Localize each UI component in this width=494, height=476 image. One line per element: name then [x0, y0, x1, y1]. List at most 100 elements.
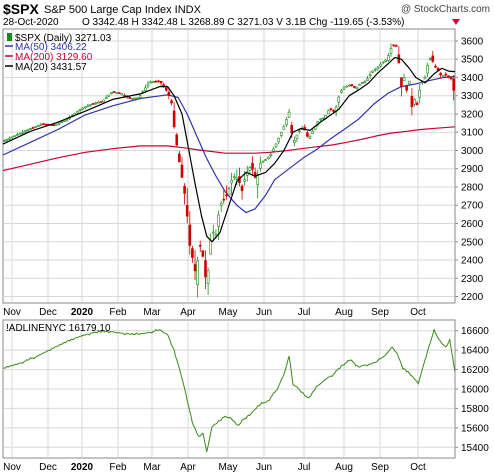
candle-body — [89, 104, 92, 106]
candle-body — [138, 95, 142, 98]
candle-body — [34, 126, 37, 128]
candle-body — [84, 106, 87, 109]
watermark: @ StockCharts.com — [401, 4, 490, 15]
price-y-tick-label: 2800 — [461, 182, 484, 193]
candle-body — [329, 108, 333, 110]
candle-body — [112, 91, 116, 93]
breadth-x-tick-label: Jul — [298, 462, 311, 473]
price-x-tick-label: Sep — [371, 307, 389, 318]
price-x-tick-label: Nov — [3, 307, 21, 318]
price-x-tick-label: May — [219, 307, 238, 318]
candle-body — [240, 185, 244, 191]
candle-body — [248, 167, 252, 171]
candle-body — [337, 96, 341, 103]
candle-body — [154, 80, 158, 83]
candle-body — [31, 127, 35, 129]
candle-body — [172, 110, 176, 128]
quote-date: 28-Oct-2020 — [3, 17, 59, 28]
candle-body — [423, 77, 427, 80]
price-x-tick-label: Jun — [256, 307, 272, 318]
candle-body — [449, 77, 453, 80]
candle-body — [13, 135, 17, 137]
candle-body — [256, 175, 260, 186]
candle-body — [227, 188, 231, 196]
breadth-x-tick-label: Feb — [109, 462, 127, 473]
breadth-x-tick-label: Dec — [39, 462, 57, 473]
candle-body — [272, 148, 275, 152]
candle-body — [360, 82, 364, 84]
breadth-y-tick-label: 15400 — [461, 443, 489, 454]
breadth-y-tick-label: 15800 — [461, 404, 489, 415]
quote-values: O 3342.48 H 3342.48 L 3268.89 C 3271.03 … — [82, 17, 404, 28]
candle-body — [133, 97, 137, 100]
breadth-x-tick-label: Sep — [371, 462, 389, 473]
candle-body — [196, 260, 199, 286]
candle-body — [52, 124, 56, 127]
candle-body — [332, 110, 335, 112]
candle-body — [21, 131, 24, 134]
breadth-y-ticks: 15400 15600 15800 16000 16200 16400 16600 — [455, 326, 489, 454]
legend-spx: $SPX (Daily) 3271.03 — [15, 33, 112, 44]
price-y-tick-label: 2200 — [461, 292, 484, 303]
candle-body — [193, 264, 197, 272]
price-x-tick-label: Jul — [298, 307, 311, 318]
price-x-ticks: Nov Dec 2020 Feb Mar Apr May Jun Jul Aug Sep Oct — [3, 307, 426, 318]
candle-body — [131, 97, 134, 100]
candle-body — [285, 119, 288, 125]
price-x-tick-label: Dec — [39, 307, 57, 318]
candle-body — [146, 83, 150, 87]
candle-body — [436, 67, 440, 71]
candle-body — [319, 118, 322, 121]
candle-body — [279, 132, 283, 136]
candle-body — [10, 136, 14, 139]
candle-body — [217, 214, 220, 227]
candle-body — [418, 89, 422, 98]
candle-body — [18, 132, 22, 135]
candle-body — [402, 77, 406, 81]
candle-body — [198, 245, 202, 247]
candle-body — [266, 156, 270, 159]
price-legend: $SPX (Daily) 3271.03 MA(50) 3406.22 MA(2… — [5, 33, 112, 73]
legend-ma20: MA(20) 3431.57 — [15, 62, 87, 73]
price-y-tick-label: 2700 — [461, 201, 484, 212]
adline-line — [2, 328, 456, 453]
candle-body — [387, 55, 390, 61]
candle-body — [452, 78, 455, 91]
breadth-x-tick-label: Jun — [256, 462, 272, 473]
candle-body — [251, 162, 254, 170]
candle-body — [381, 61, 385, 64]
candle-body — [441, 75, 445, 77]
price-x-tick-label: Apr — [180, 307, 196, 318]
breadth-x-tick-label: Oct — [410, 462, 426, 473]
candle-body — [353, 85, 356, 88]
candle-body — [225, 194, 228, 197]
candle-body — [407, 80, 411, 85]
candle-body — [345, 85, 348, 88]
breadth-y-tick-label: 16000 — [461, 385, 489, 396]
candle-body — [91, 103, 95, 105]
candle-body — [290, 125, 294, 134]
ma20-line — [2, 56, 456, 243]
candle-body — [222, 198, 226, 201]
breadth-series — [2, 328, 456, 453]
candle-body — [415, 102, 419, 106]
breadth-x-tick-label: Apr — [180, 462, 196, 473]
price-y-tick-label: 3200 — [461, 109, 484, 120]
price-x-tick-label: Aug — [335, 307, 353, 318]
candle-body — [206, 270, 210, 284]
candle-body — [175, 134, 179, 146]
candle-body — [413, 99, 416, 105]
candle-body — [5, 139, 9, 141]
candle-body — [253, 172, 257, 178]
candle-body — [102, 99, 105, 103]
candle-body — [431, 55, 435, 62]
breadth-grid — [3, 321, 455, 457]
candle-body — [99, 101, 103, 103]
price-y-tick-label: 2400 — [461, 256, 484, 267]
down-arrow-icon — [452, 19, 460, 25]
price-y-tick-label: 3300 — [461, 91, 484, 102]
breadth-y-tick-label: 16200 — [461, 365, 489, 376]
ma200-line — [2, 126, 456, 172]
breadth-y-tick-label: 16600 — [461, 326, 489, 337]
